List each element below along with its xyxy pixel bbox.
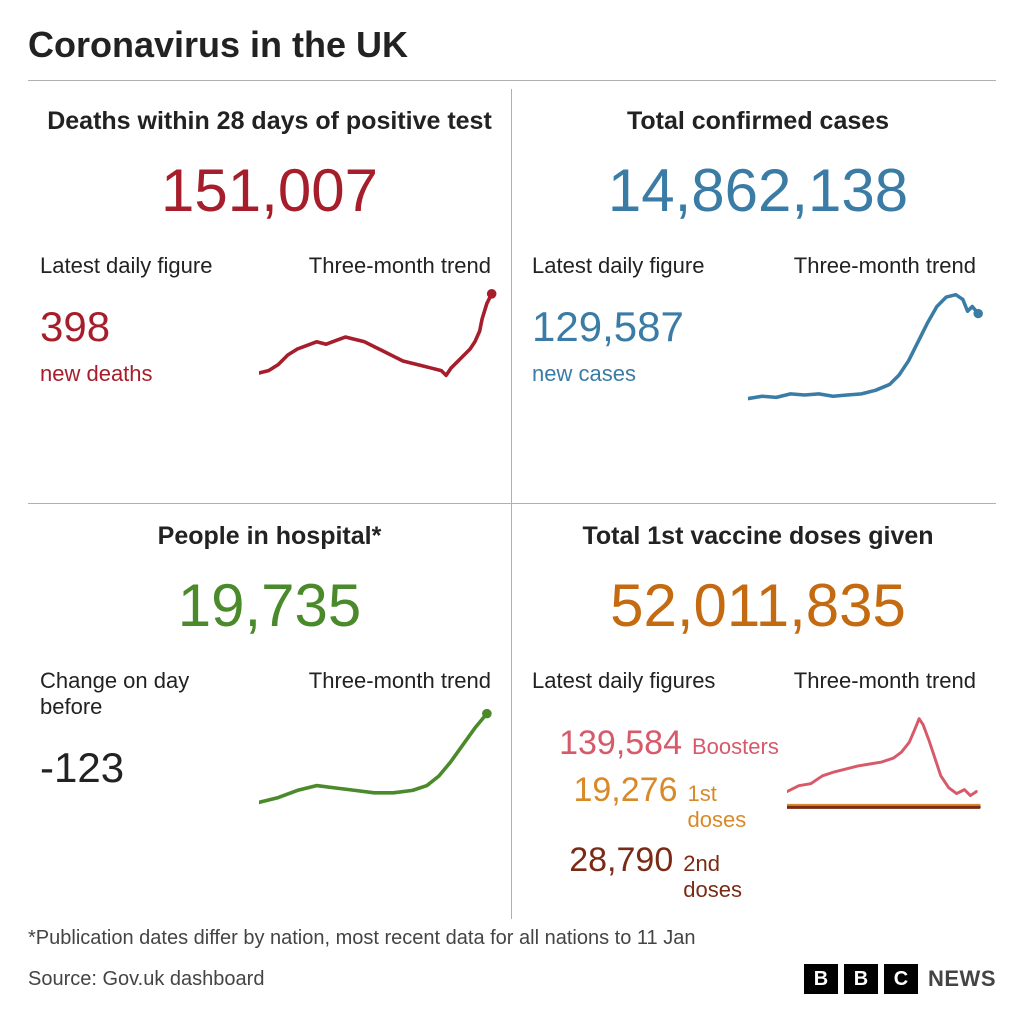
deaths-sparkline — [259, 289, 499, 409]
footer-source: Source: Gov.uk dashboard — [28, 968, 264, 991]
vaccine-boosters-row: 139,584 Boosters — [532, 724, 779, 763]
cases-trend-label: Three-month trend — [748, 253, 984, 279]
panel-vaccine: Total 1st vaccine doses given 52,011,835… — [512, 504, 996, 919]
deaths-title: Deaths within 28 days of positive test — [40, 107, 499, 136]
vaccine-second-row: 28,790 2nd doses — [532, 841, 779, 903]
deaths-daily-value: 398 — [40, 303, 251, 351]
panel-hospital: People in hospital* 19,735 Change on day… — [28, 504, 512, 919]
footer-note: *Publication dates differ by nation, mos… — [28, 927, 996, 950]
vaccine-second-value: 28,790 — [532, 841, 673, 880]
deaths-total: 151,007 — [40, 156, 499, 225]
deaths-daily-desc: new deaths — [40, 361, 251, 387]
cases-daily-desc: new cases — [532, 361, 740, 387]
vaccine-total: 52,011,835 — [532, 571, 984, 640]
cases-daily-value: 129,587 — [532, 303, 740, 351]
cases-title: Total confirmed cases — [532, 107, 984, 136]
vaccine-trend-label: Three-month trend — [787, 668, 984, 694]
bbc-box-3: C — [884, 964, 918, 994]
vaccine-first-label: 1st doses — [687, 781, 778, 833]
vaccine-first-row: 19,276 1st doses — [532, 771, 779, 833]
cases-sparkline — [748, 289, 984, 409]
panel-deaths: Deaths within 28 days of positive test 1… — [28, 89, 512, 504]
bbc-box-2: B — [844, 964, 878, 994]
vaccine-second-label: 2nd doses — [683, 851, 779, 903]
bbc-news-text: NEWS — [928, 966, 996, 992]
stats-grid: Deaths within 28 days of positive test 1… — [28, 89, 996, 919]
bbc-logo: B B C NEWS — [804, 964, 996, 994]
vaccine-boosters-value: 139,584 — [532, 724, 682, 763]
deaths-trend-label: Three-month trend — [259, 253, 499, 279]
cases-latest-label: Latest daily figure — [532, 253, 740, 279]
vaccine-title: Total 1st vaccine doses given — [532, 522, 984, 551]
hospital-title: People in hospital* — [40, 522, 499, 551]
vaccine-first-value: 19,276 — [532, 771, 677, 810]
deaths-latest-label: Latest daily figure — [40, 253, 251, 279]
cases-total: 14,862,138 — [532, 156, 984, 225]
vaccine-sparkline — [787, 704, 984, 824]
vaccine-latest-label: Latest daily figures — [532, 668, 779, 694]
hospital-total: 19,735 — [40, 571, 499, 640]
hospital-trend-label: Three-month trend — [259, 668, 499, 694]
bbc-box-1: B — [804, 964, 838, 994]
page-title: Coronavirus in the UK — [28, 24, 996, 81]
footer: *Publication dates differ by nation, mos… — [28, 927, 996, 994]
hospital-sparkline — [259, 704, 499, 824]
panel-cases: Total confirmed cases 14,862,138 Latest … — [512, 89, 996, 504]
vaccine-boosters-label: Boosters — [692, 734, 779, 760]
hospital-daily-value: -123 — [40, 744, 251, 792]
hospital-latest-label: Change on day before — [40, 668, 251, 720]
